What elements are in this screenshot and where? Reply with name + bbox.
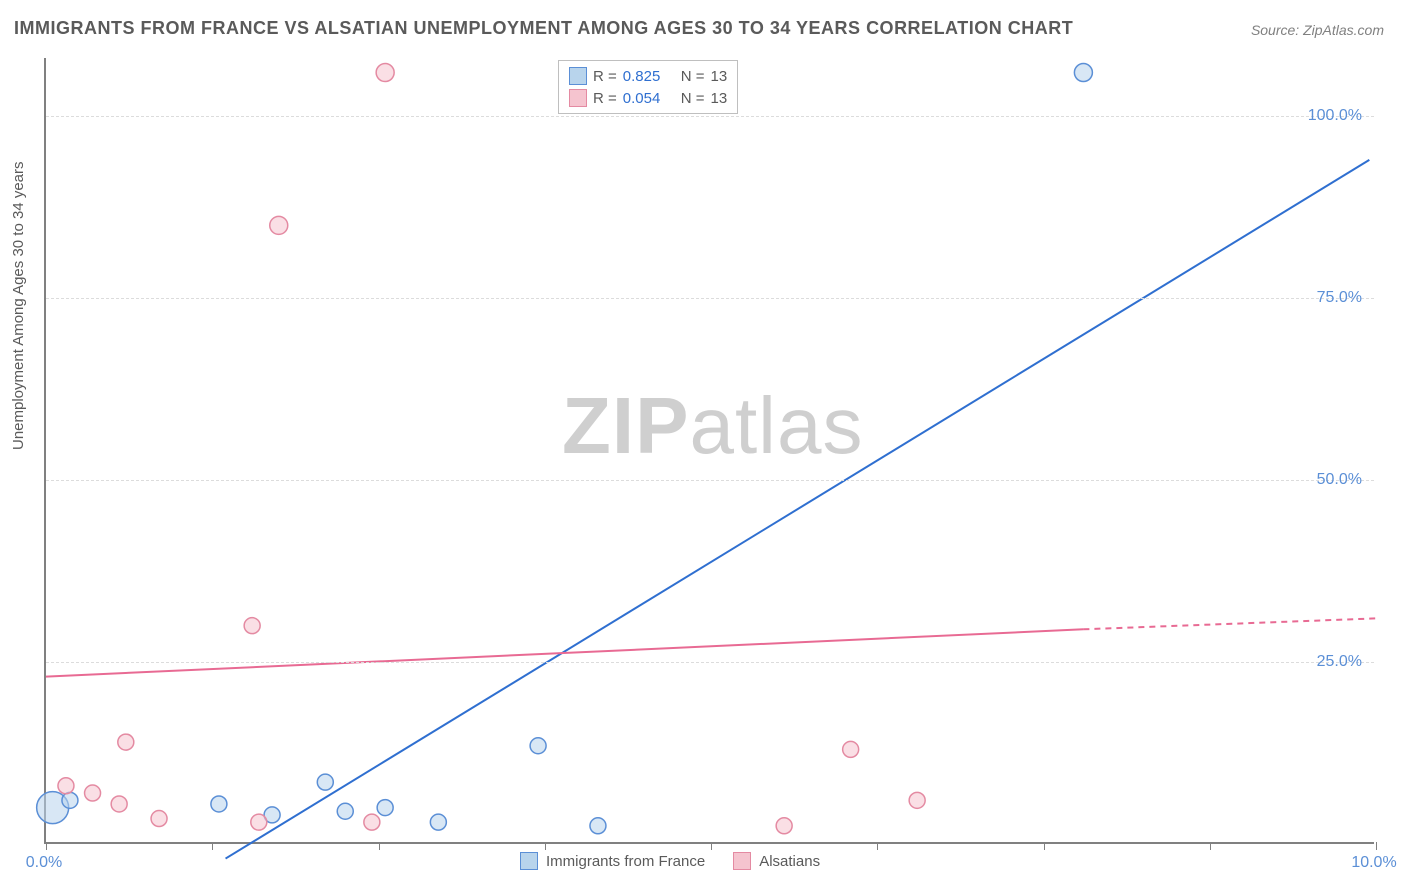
- n-value: 13: [711, 90, 728, 107]
- data-point: [251, 814, 267, 830]
- x-tick: [46, 842, 47, 850]
- data-point: [430, 814, 446, 830]
- legend-swatch: [569, 89, 587, 107]
- data-point: [530, 738, 546, 754]
- r-value: 0.054: [623, 90, 675, 107]
- x-tick: [711, 842, 712, 850]
- r-label: R =: [593, 90, 617, 107]
- y-tick-label: 75.0%: [1317, 289, 1362, 307]
- data-point: [85, 785, 101, 801]
- data-point: [843, 741, 859, 757]
- legend-series: Immigrants from France Alsatians: [520, 852, 820, 870]
- legend-label: Alsatians: [759, 853, 820, 870]
- gridline: [46, 116, 1374, 117]
- trend-line: [226, 160, 1370, 859]
- data-point: [1074, 64, 1092, 82]
- y-tick-label: 100.0%: [1308, 107, 1362, 125]
- legend-row: R = 0.825 N = 13: [569, 65, 727, 87]
- data-point: [211, 796, 227, 812]
- trend-line-extrapolated: [1083, 618, 1376, 629]
- data-point: [377, 800, 393, 816]
- data-point: [151, 811, 167, 827]
- x-tick-label: 0.0%: [26, 854, 62, 872]
- legend-swatch: [733, 852, 751, 870]
- legend-swatch: [520, 852, 538, 870]
- data-point: [118, 734, 134, 750]
- x-tick-label: 10.0%: [1351, 854, 1396, 872]
- legend-correlation: R = 0.825 N = 13 R = 0.054 N = 13: [558, 60, 738, 114]
- data-point: [270, 216, 288, 234]
- gridline: [46, 298, 1374, 299]
- data-point: [111, 796, 127, 812]
- plot-area: ZIPatlas 25.0%50.0%75.0%100.0%: [44, 58, 1374, 844]
- data-point: [376, 64, 394, 82]
- source-attribution: Source: ZipAtlas.com: [1251, 22, 1384, 38]
- chart-title: IMMIGRANTS FROM FRANCE VS ALSATIAN UNEMP…: [14, 18, 1073, 39]
- r-value: 0.825: [623, 68, 675, 85]
- legend-swatch: [569, 67, 587, 85]
- x-tick: [1376, 842, 1377, 850]
- x-tick: [877, 842, 878, 850]
- r-label: R =: [593, 68, 617, 85]
- legend-label: Immigrants from France: [546, 853, 705, 870]
- data-point: [317, 774, 333, 790]
- n-label: N =: [681, 68, 705, 85]
- data-point: [62, 792, 78, 808]
- y-tick-label: 50.0%: [1317, 471, 1362, 489]
- trend-line: [46, 629, 1083, 676]
- data-point: [776, 818, 792, 834]
- legend-row: R = 0.054 N = 13: [569, 87, 727, 109]
- data-point: [244, 618, 260, 634]
- x-tick: [212, 842, 213, 850]
- source-prefix: Source:: [1251, 22, 1303, 38]
- source-name: ZipAtlas.com: [1303, 22, 1384, 38]
- n-value: 13: [711, 68, 728, 85]
- y-axis-label: Unemployment Among Ages 30 to 34 years: [10, 161, 27, 450]
- legend-item: Alsatians: [733, 852, 820, 870]
- chart-svg: [46, 58, 1374, 842]
- x-tick: [1044, 842, 1045, 850]
- data-point: [337, 803, 353, 819]
- data-point: [909, 792, 925, 808]
- gridline: [46, 662, 1374, 663]
- n-label: N =: [681, 90, 705, 107]
- legend-item: Immigrants from France: [520, 852, 705, 870]
- y-tick-label: 25.0%: [1317, 653, 1362, 671]
- data-point: [364, 814, 380, 830]
- x-tick: [1210, 842, 1211, 850]
- x-tick: [545, 842, 546, 850]
- gridline: [46, 480, 1374, 481]
- data-point: [590, 818, 606, 834]
- x-tick: [379, 842, 380, 850]
- data-point: [58, 778, 74, 794]
